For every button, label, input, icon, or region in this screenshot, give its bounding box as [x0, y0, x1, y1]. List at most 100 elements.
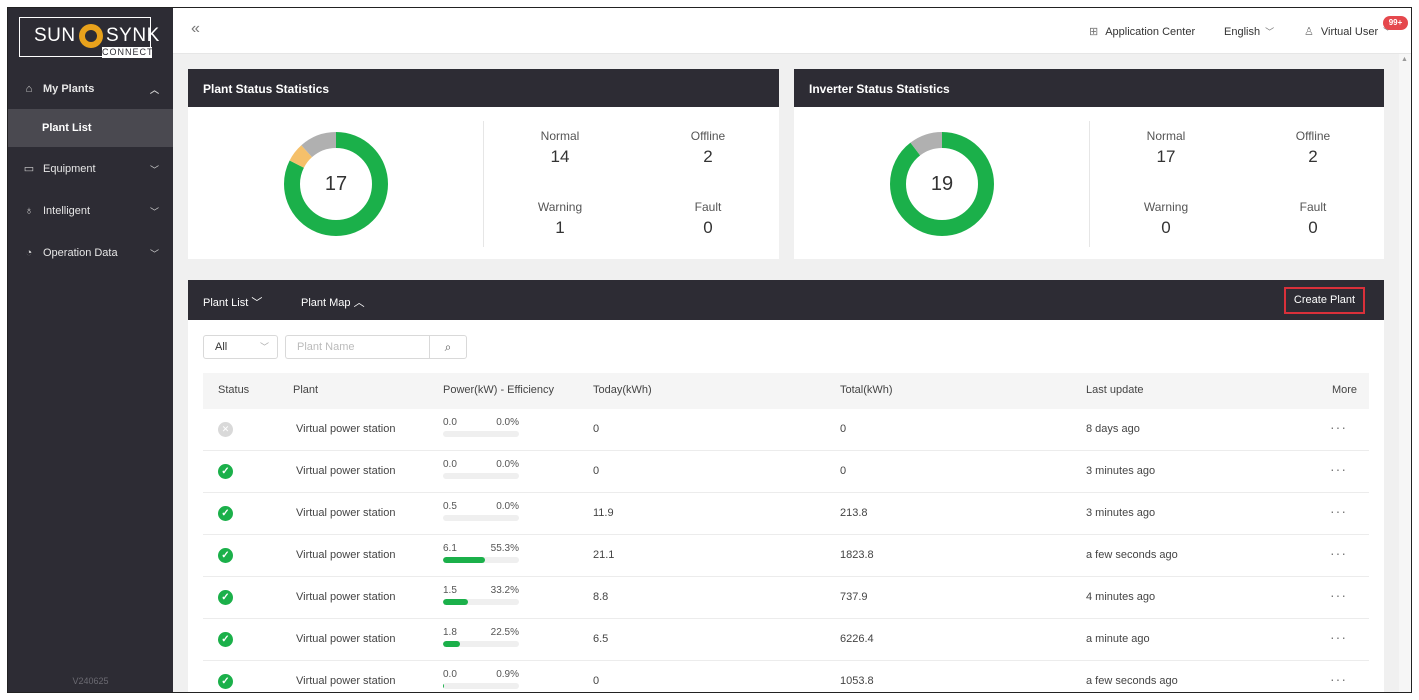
donut-total: 17	[324, 173, 348, 195]
sidebar-item-equipment[interactable]: ▭ Equipment ﹀	[8, 149, 173, 189]
column-header: Today(kWh)	[593, 384, 652, 396]
more-options-icon[interactable]: ···	[1330, 503, 1347, 519]
chevron-down-icon: ﹀	[149, 206, 159, 217]
application-center-label: Application Center	[1105, 25, 1196, 38]
search-icon[interactable]: ⌕	[429, 335, 467, 359]
efficiency-value: 0.0%	[496, 459, 519, 470]
apps-icon: ⊞	[1089, 26, 1099, 38]
notification-badge[interactable]: 99+	[1383, 16, 1408, 30]
sidebar-item-operation-data[interactable]: ◔ Operation Data ﹀	[8, 233, 173, 273]
more-options-icon[interactable]: ···	[1330, 461, 1347, 477]
power-efficiency: 0.0 0.0%	[443, 459, 519, 479]
today-kwh: 0	[593, 423, 600, 435]
plant-name[interactable]: Virtual power station	[296, 591, 396, 603]
sidebar-item-intelligent[interactable]: ♁ Intelligent ﹀	[8, 191, 173, 231]
stat-fault: Fault 0	[1268, 200, 1358, 238]
sidebar: SUN SYNK CONNECT ⌂ My Plants ︿ Plant Lis…	[8, 8, 173, 692]
sidebar-item-label: Intelligent	[43, 205, 91, 217]
stat-value: 0	[1161, 218, 1171, 237]
table-row[interactable]: ✓ Virtual power station 0.5 0.0% 11.9 213.8 3 …	[203, 493, 1369, 535]
sidebar-item-plant-list[interactable]: Plant List	[8, 109, 173, 147]
efficiency-value: 55.3%	[490, 543, 519, 554]
total-kwh: 737.9	[840, 591, 868, 603]
table-row[interactable]: ✓ Virtual power station 1.8 22.5% 6.5 6226.4 a…	[203, 619, 1369, 661]
stat-label: Offline	[690, 129, 726, 143]
divider	[1089, 121, 1090, 247]
efficiency-bar	[443, 683, 519, 689]
donut-total: 19	[930, 173, 954, 195]
plant-name[interactable]: Virtual power station	[296, 507, 396, 519]
user-menu[interactable]: ♙ Virtual User ﹀	[1304, 25, 1392, 39]
scrollbar[interactable]: ▲	[1399, 54, 1411, 692]
efficiency-value: 33.2%	[490, 585, 519, 596]
table-row[interactable]: ✓ Virtual power station 0.0 0.0% 0 0 3 minutes…	[203, 451, 1369, 493]
chevron-up-icon: ︿	[353, 297, 365, 309]
plant-name[interactable]: Virtual power station	[296, 549, 396, 561]
status-normal-icon: ✓	[218, 674, 233, 689]
sidebar-item-label: Operation Data	[43, 247, 118, 259]
sun-logo-icon	[79, 24, 103, 48]
more-options-icon[interactable]: ···	[1330, 587, 1347, 603]
plant-name[interactable]: Virtual power station	[296, 465, 396, 477]
column-header: Last update	[1086, 384, 1144, 396]
plant-name[interactable]: Virtual power station	[296, 423, 396, 435]
donut-chart	[890, 132, 994, 236]
column-header: Power(kW) - Efficiency	[443, 384, 555, 396]
sidebar-item-my-plants[interactable]: ⌂ My Plants ︿	[8, 69, 173, 109]
last-update: 8 days ago	[1086, 423, 1140, 435]
stat-label: Normal	[1146, 129, 1186, 143]
power-value: 0.5	[443, 501, 457, 512]
version-label: V240625	[72, 676, 109, 686]
efficiency-value: 0.0%	[496, 501, 519, 512]
plant-name[interactable]: Virtual power station	[296, 675, 396, 687]
sidebar-item-label: Equipment	[43, 163, 96, 175]
scroll-up-icon[interactable]: ▲	[1401, 56, 1408, 63]
stat-fault: Fault 0	[663, 200, 753, 238]
logo-text-right: SYNK	[106, 25, 160, 46]
stat-value: 14	[550, 147, 570, 166]
more-options-icon[interactable]: ···	[1330, 629, 1347, 645]
last-update: 4 minutes ago	[1086, 591, 1156, 603]
power-value: 6.1	[443, 543, 457, 554]
stat-value: 2	[703, 147, 713, 166]
table-row[interactable]: ✓ Virtual power station 1.5 33.2% 8.8 737.9 4 …	[203, 577, 1369, 619]
card-title: Plant Status Statistics	[188, 69, 779, 107]
status-filter-select[interactable]: All ﹀	[203, 335, 278, 359]
more-options-icon[interactable]: ···	[1330, 671, 1347, 687]
efficiency-bar	[443, 599, 519, 605]
create-plant-button[interactable]: Create Plant	[1284, 287, 1365, 314]
last-update: a few seconds ago	[1086, 675, 1178, 687]
plant-name-search-input[interactable]: Plant Name	[285, 335, 429, 359]
chevron-down-icon: ﹀	[149, 164, 159, 175]
table-row[interactable]: ✕ Virtual power station 0.0 0.0% 0 0 8 days ag…	[203, 409, 1369, 451]
today-kwh: 8.8	[593, 591, 609, 603]
collapse-sidebar-icon[interactable]: «	[191, 20, 200, 37]
more-options-icon[interactable]: ···	[1330, 545, 1347, 561]
last-update: a few seconds ago	[1086, 549, 1178, 561]
power-efficiency: 0.0 0.9%	[443, 669, 519, 689]
tab-plant-map[interactable]: Plant Map ︿	[301, 294, 365, 310]
power-efficiency: 1.8 22.5%	[443, 627, 519, 647]
chevron-down-icon: ﹀	[149, 248, 159, 259]
efficiency-value: 22.5%	[490, 627, 519, 638]
donut-segment-offline	[284, 132, 388, 236]
efficiency-bar	[443, 557, 519, 563]
power-efficiency: 6.1 55.3%	[443, 543, 519, 563]
logo[interactable]: SUN SYNK CONNECT	[19, 17, 159, 58]
more-options-icon[interactable]: ···	[1330, 419, 1347, 435]
language-select[interactable]: English ﹀	[1224, 25, 1274, 38]
total-kwh: 0	[840, 423, 847, 435]
efficiency-bar-fill	[443, 557, 486, 563]
plant-name[interactable]: Virtual power station	[296, 633, 396, 645]
application-center-link[interactable]: ⊞ Application Center	[1089, 25, 1196, 39]
last-update: a minute ago	[1086, 633, 1150, 645]
stat-warning: Warning 0	[1121, 200, 1211, 238]
plant-list-panel: Plant List ﹀ Plant Map ︿ Create Plant Al…	[188, 280, 1384, 692]
efficiency-bar-fill	[443, 599, 469, 605]
table-row[interactable]: ✓ Virtual power station 0.0 0.9% 0 1053.8 a fe…	[203, 661, 1369, 692]
stat-label: Normal	[540, 129, 580, 143]
table-row[interactable]: ✓ Virtual power station 6.1 55.3% 21.1 1823.8…	[203, 535, 1369, 577]
tab-plant-list[interactable]: Plant List ﹀	[203, 294, 262, 310]
donut-chart	[284, 132, 388, 236]
last-update: 3 minutes ago	[1086, 465, 1156, 477]
